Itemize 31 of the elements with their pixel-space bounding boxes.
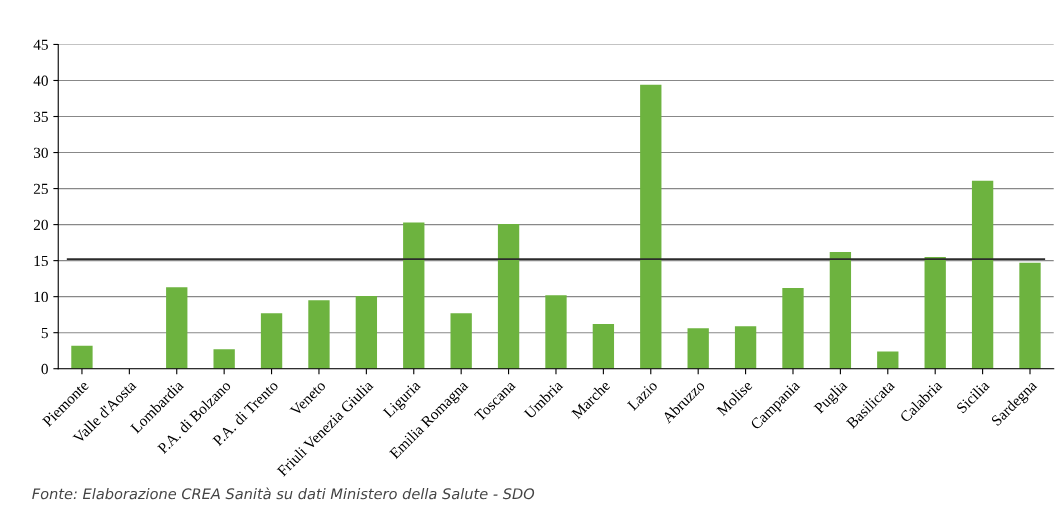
bar (450, 313, 472, 369)
y-tick-label: 0 (41, 363, 48, 375)
bar (592, 324, 615, 369)
bar (308, 300, 330, 369)
bar (640, 84, 662, 369)
bar (1019, 262, 1041, 369)
bar (734, 326, 757, 369)
bar (166, 287, 188, 369)
bar (924, 257, 946, 369)
bar (877, 351, 899, 369)
bar (71, 345, 93, 369)
y-tick-label: 40 (33, 75, 48, 86)
y-tick-label: 25 (33, 183, 48, 195)
y-tick-label: 15 (34, 255, 48, 267)
bar (687, 328, 709, 369)
bar (545, 295, 567, 369)
bar (497, 223, 520, 369)
y-tick-label: 30 (33, 147, 48, 158)
bar (355, 295, 378, 369)
y-tick-label: 35 (33, 111, 48, 122)
y-tick-label: 10 (34, 291, 48, 303)
y-tick-label: 5 (41, 327, 48, 339)
y-tick-label: 20 (33, 219, 48, 231)
source-note: Fonte: Elaborazione CREA Sanità su dati Ministero della Salute - SDO (32, 487, 535, 500)
bar (260, 313, 283, 369)
bar (403, 222, 425, 369)
y-tick-label: 45 (33, 39, 48, 50)
bar (971, 180, 994, 369)
bar (213, 349, 235, 369)
bar (782, 288, 804, 369)
bar (829, 251, 852, 369)
